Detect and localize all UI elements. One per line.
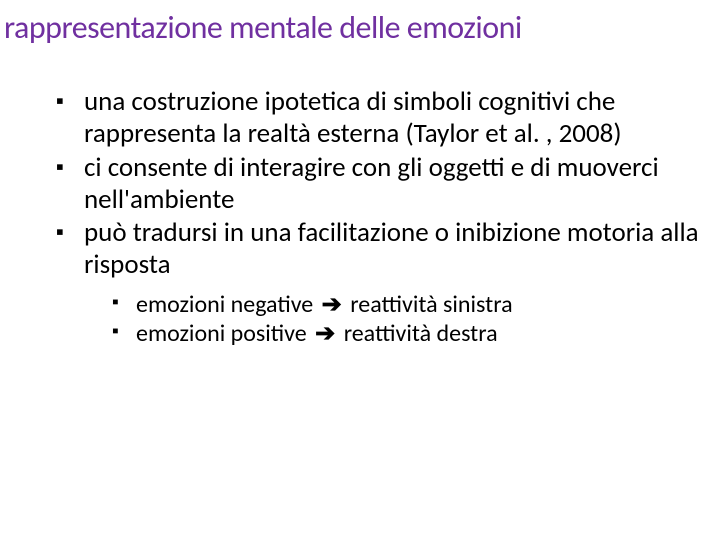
bullet-list: una costruzione ipotetica di simboli cog… (0, 86, 700, 351)
sub-bullet-pre: emozioni negative (136, 290, 319, 319)
sub-bullet-post: reattività destra (338, 319, 497, 348)
bullet-text: ci consente di interagire con gli oggett… (84, 151, 659, 216)
arrow-icon: ➔ (322, 291, 342, 320)
sub-bullet-pre: emozioni positive (136, 319, 312, 348)
bullet-text: può tradursi in una facilitazione o inib… (84, 216, 699, 281)
arrow-icon: ➔ (315, 320, 335, 349)
bullet-text: una costruzione ipotetica di simboli cog… (84, 85, 622, 150)
sub-bullet-post: reattività sinistra (345, 290, 513, 319)
slide: rappresentazione mentale delle emozioni … (0, 0, 720, 540)
sub-bullet-list: emozioni negative ➔ reattività sinistra … (84, 291, 700, 349)
list-item: una costruzione ipotetica di simboli cog… (56, 86, 700, 150)
list-item: emozioni negative ➔ reattività sinistra (112, 291, 700, 320)
slide-title: rappresentazione mentale delle emozioni (4, 10, 716, 45)
list-item: può tradursi in una facilitazione o inib… (56, 217, 700, 348)
list-item: emozioni positive ➔ reattività destra (112, 320, 700, 349)
list-item: ci consente di interagire con gli oggett… (56, 152, 700, 216)
